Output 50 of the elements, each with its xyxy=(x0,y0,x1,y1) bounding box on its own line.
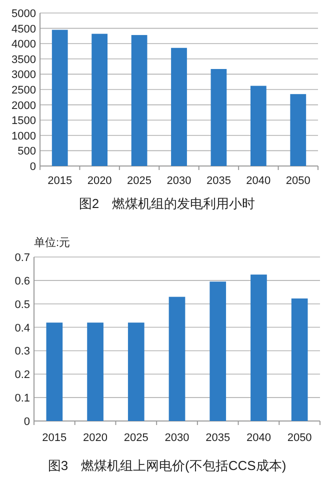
y-tick-label: 0.5 xyxy=(14,298,30,311)
y-tick-label: 4000 xyxy=(12,38,36,51)
y-tick-label: 1500 xyxy=(12,115,36,128)
bar xyxy=(131,35,148,166)
bar xyxy=(46,322,63,421)
x-tick-label: 2040 xyxy=(246,175,271,187)
text: 图2 燃煤机组的发电利用小时 xyxy=(78,196,256,211)
y-tick-label: 2000 xyxy=(12,100,36,112)
x-tick-label: 2030 xyxy=(164,432,190,444)
x-tick-label: 2025 xyxy=(124,432,148,444)
y-tick-label: 0.1 xyxy=(14,392,30,405)
bar xyxy=(128,322,144,421)
y-tick-label: 1000 xyxy=(12,130,36,142)
x-tick-label: 2050 xyxy=(287,432,312,444)
x-tick-label: 2050 xyxy=(286,175,310,187)
bar xyxy=(210,282,226,421)
y-tick-label: 3000 xyxy=(12,69,36,82)
y-tick-label: 2500 xyxy=(12,84,36,96)
x-tick-label: 2015 xyxy=(42,432,67,444)
y-tick-label: 0.6 xyxy=(14,275,30,288)
text: 图3 燃煤机组上网电价(不包括CCS成本) xyxy=(48,458,286,473)
bar xyxy=(52,30,68,166)
bar xyxy=(250,274,267,421)
bar xyxy=(291,298,308,421)
y-tick-label: 5000 xyxy=(12,8,36,20)
y-tick-label: 3500 xyxy=(12,54,36,66)
y-tick-label: 500 xyxy=(18,146,36,158)
y-tick-label: 0.3 xyxy=(14,346,30,358)
x-tick-label: 2030 xyxy=(166,175,192,187)
y-tick-label: 0 xyxy=(24,416,30,428)
bar xyxy=(87,322,104,421)
bar xyxy=(168,296,186,421)
bar xyxy=(92,34,108,166)
bar xyxy=(250,86,266,166)
bar xyxy=(210,69,227,166)
bar xyxy=(290,94,306,166)
y-tick-label: 0.4 xyxy=(14,322,30,334)
y-tick-label: 4500 xyxy=(12,23,36,36)
y-axis-title: 单位:元 xyxy=(34,236,70,249)
y-tick-label: 0.2 xyxy=(14,369,30,382)
x-tick-label: 2015 xyxy=(48,175,72,187)
x-tick-label: 2020 xyxy=(83,432,108,444)
y-tick-label: 0 xyxy=(30,161,36,173)
x-tick-label: 2020 xyxy=(87,175,112,187)
x-tick-label: 2025 xyxy=(127,175,152,187)
x-tick-label: 2035 xyxy=(206,432,230,444)
x-tick-label: 2040 xyxy=(246,432,271,444)
y-tick-label: 0.7 xyxy=(14,252,30,264)
x-tick-label: 2035 xyxy=(206,175,231,187)
bar xyxy=(171,48,187,166)
